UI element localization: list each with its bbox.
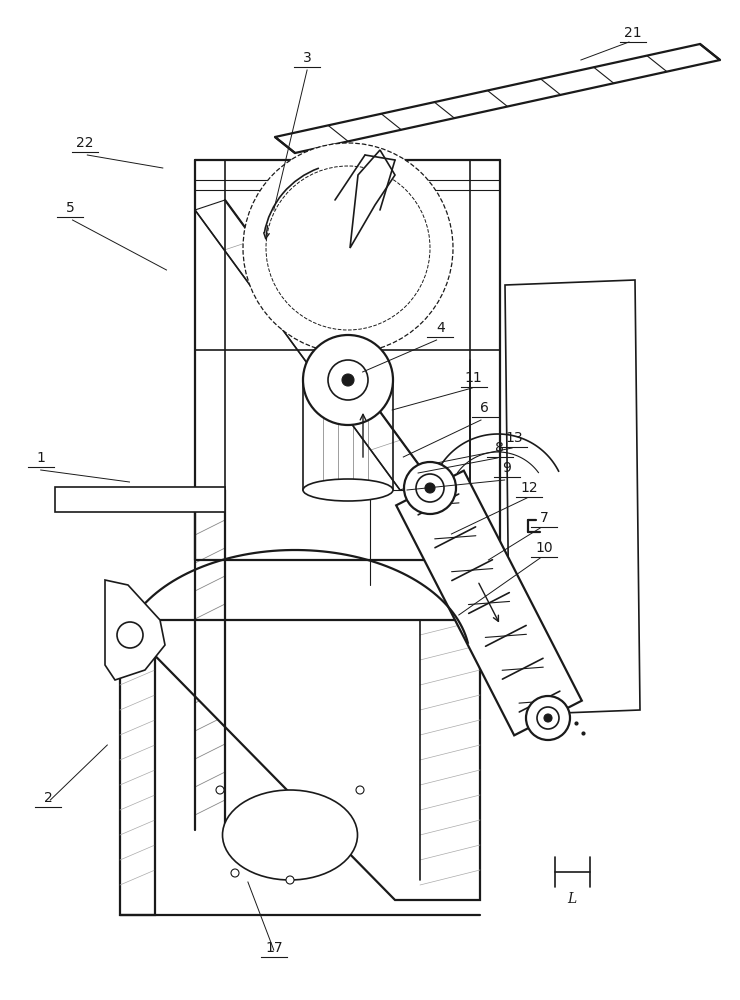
Text: 6: 6 [480, 401, 489, 415]
Polygon shape [350, 150, 395, 248]
Polygon shape [396, 471, 582, 735]
Text: 5: 5 [66, 201, 75, 215]
Circle shape [117, 622, 143, 648]
Circle shape [404, 462, 456, 514]
Text: 4: 4 [436, 321, 445, 335]
Circle shape [416, 474, 444, 502]
Text: 21: 21 [624, 26, 642, 40]
Circle shape [328, 360, 368, 400]
Circle shape [526, 696, 570, 740]
Circle shape [356, 786, 364, 794]
Ellipse shape [223, 790, 357, 880]
Circle shape [243, 143, 453, 353]
Text: 11: 11 [465, 371, 482, 385]
Circle shape [544, 714, 552, 722]
Circle shape [216, 786, 224, 794]
Circle shape [537, 707, 559, 729]
Polygon shape [195, 200, 430, 490]
Text: 3: 3 [303, 51, 312, 65]
Text: 8: 8 [495, 441, 504, 455]
Circle shape [425, 483, 435, 493]
Circle shape [286, 876, 294, 884]
Ellipse shape [303, 479, 393, 501]
Text: 13: 13 [505, 431, 523, 445]
Circle shape [303, 335, 393, 425]
Text: 2: 2 [44, 791, 53, 805]
Text: 17: 17 [265, 941, 283, 955]
Text: L: L [568, 892, 576, 906]
Text: 7: 7 [539, 511, 548, 525]
Text: 12: 12 [520, 481, 538, 495]
Circle shape [342, 374, 354, 386]
Text: 10: 10 [535, 541, 553, 555]
Text: 22: 22 [76, 136, 94, 150]
Polygon shape [505, 280, 640, 715]
Text: 1: 1 [36, 451, 45, 465]
Circle shape [231, 869, 239, 877]
Text: 9: 9 [502, 461, 511, 475]
Polygon shape [105, 580, 165, 680]
Polygon shape [120, 620, 480, 915]
Polygon shape [55, 487, 225, 512]
Polygon shape [275, 44, 720, 153]
